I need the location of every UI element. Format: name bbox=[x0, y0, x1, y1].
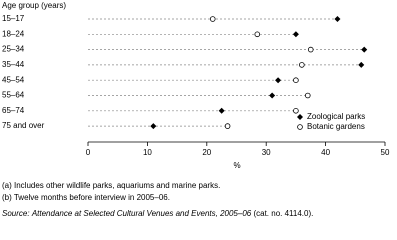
y-axis-title: Age group (years) bbox=[2, 1, 66, 10]
x-tick-label: 10 bbox=[143, 148, 152, 157]
category-label: 45–54 bbox=[2, 75, 25, 84]
x-tick-label: 0 bbox=[86, 148, 91, 157]
zoo-marker bbox=[275, 77, 282, 84]
zoo-marker bbox=[269, 92, 276, 99]
zoo-marker bbox=[218, 107, 225, 114]
garden-marker bbox=[304, 92, 311, 99]
garden-marker bbox=[293, 77, 299, 83]
zoo-marker bbox=[292, 31, 299, 38]
legend-label: Zoological parks bbox=[307, 112, 365, 121]
zoo-marker bbox=[150, 123, 157, 130]
x-tick-label: 20 bbox=[202, 148, 211, 157]
category-label: 75 and over bbox=[2, 121, 45, 130]
source-label: Source: bbox=[2, 209, 30, 218]
zoo-marker bbox=[297, 114, 303, 120]
category-label: 35–44 bbox=[2, 60, 25, 69]
zoo-marker bbox=[334, 16, 341, 22]
zoo-marker bbox=[358, 61, 365, 68]
category-label: 18–24 bbox=[2, 29, 25, 38]
garden-marker bbox=[293, 108, 299, 114]
x-tick-label: 40 bbox=[321, 148, 330, 157]
note: (b) Twelve months before interview in 20… bbox=[2, 193, 170, 202]
garden-marker bbox=[224, 123, 231, 129]
note: (a) Includes other wildlife parks, aquar… bbox=[2, 181, 220, 190]
category-label: 55–64 bbox=[2, 91, 25, 100]
category-label: 15–17 bbox=[2, 14, 25, 23]
x-tick-label: 50 bbox=[381, 148, 390, 157]
garden-marker bbox=[307, 46, 314, 53]
garden-marker bbox=[209, 16, 216, 22]
garden-marker bbox=[299, 62, 305, 68]
legend-label: Botanic gardens bbox=[307, 122, 365, 131]
x-axis-title: % bbox=[233, 161, 240, 170]
zoo-marker bbox=[361, 46, 368, 53]
source: Source: Attendance at Selected Cultural … bbox=[2, 209, 313, 218]
garden-marker bbox=[254, 31, 261, 38]
x-tick-label: 30 bbox=[262, 148, 271, 157]
source-title: Attendance at Selected Cultural Venues a… bbox=[31, 209, 252, 218]
source-rest: (cat. no. 4114.0). bbox=[253, 209, 313, 218]
chart: Age group (years) % (a) Includes other w… bbox=[2, 1, 390, 218]
garden-marker bbox=[297, 124, 303, 130]
category-label: 65–74 bbox=[2, 106, 25, 115]
category-label: 25–34 bbox=[2, 45, 25, 54]
